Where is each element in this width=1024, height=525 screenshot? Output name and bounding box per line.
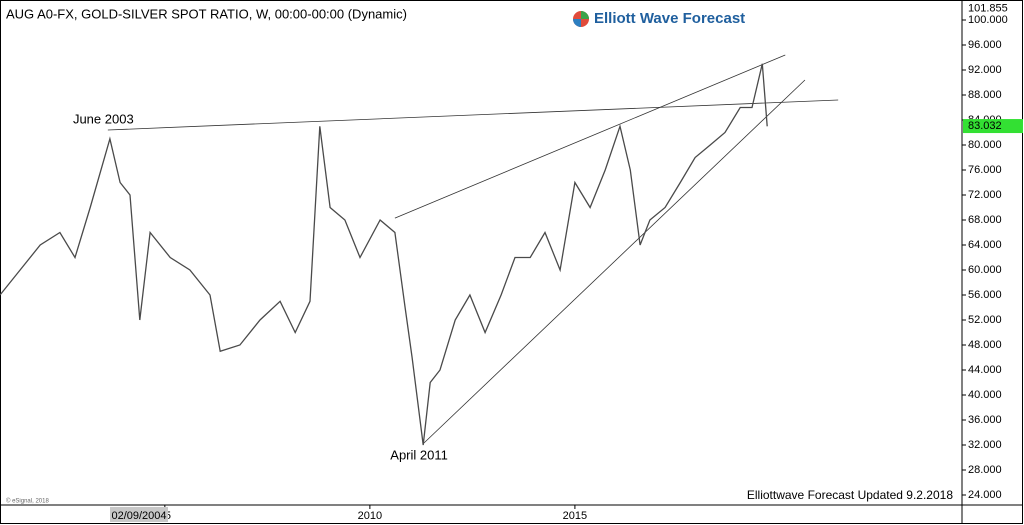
copyright: © eSignal, 2018 — [6, 498, 49, 505]
annotation: April 2011 — [390, 448, 448, 463]
last-price: 83.032 — [968, 120, 1002, 132]
y-tick-label: 56.000 — [968, 289, 1002, 301]
y-tick-label: 76.000 — [968, 164, 1002, 176]
x-tick-label: 2015 — [563, 510, 587, 522]
y-tick-label: 72.000 — [968, 189, 1002, 201]
y-tick-label: 92.000 — [968, 64, 1002, 76]
price-line — [0, 63, 768, 446]
y-tick-label: 44.000 — [968, 364, 1002, 376]
y-tick-label: 88.000 — [968, 89, 1002, 101]
y-tick-label: 68.000 — [968, 214, 1002, 226]
cursor-date: 02/09/2004 — [111, 510, 166, 522]
trend-line — [107, 99, 839, 131]
y-tick-label: 36.000 — [968, 414, 1002, 426]
x-tick-label: 2010 — [358, 510, 382, 522]
last-price-box — [963, 119, 1023, 134]
y-tick-label: 60.000 — [968, 264, 1002, 276]
y-tick-label: 40.000 — [968, 389, 1002, 401]
high-price: 101.855 — [968, 2, 1008, 14]
y-tick-label: 80.000 — [968, 139, 1002, 151]
y-tick-label: 96.000 — [968, 39, 1002, 51]
trend-line — [394, 54, 786, 219]
logo: Elliott Wave Forecast — [573, 10, 745, 27]
y-tick-label: 28.000 — [968, 464, 1002, 476]
logo-icon-part — [573, 19, 581, 27]
y-tick-label: 48.000 — [968, 339, 1002, 351]
y-tick-label: 24.000 — [968, 489, 1002, 501]
y-tick-label: 52.000 — [968, 314, 1002, 326]
cursor-date-box — [110, 507, 168, 522]
y-tick-label: 64.000 — [968, 239, 1002, 251]
annotation: June 2003 — [73, 111, 134, 126]
logo-icon-part — [581, 11, 589, 19]
brand: Elliott Wave Forecast — [594, 10, 745, 27]
trend-line — [422, 79, 806, 445]
y-tick-label: 100.000 — [968, 14, 1008, 26]
chart-title: AUG A0-FX, GOLD-SILVER SPOT RATIO, W, 00… — [6, 6, 407, 21]
footer: Elliottwave Forecast Updated 9.2.2018 — [747, 488, 953, 502]
y-tick-label: 32.000 — [968, 439, 1002, 451]
